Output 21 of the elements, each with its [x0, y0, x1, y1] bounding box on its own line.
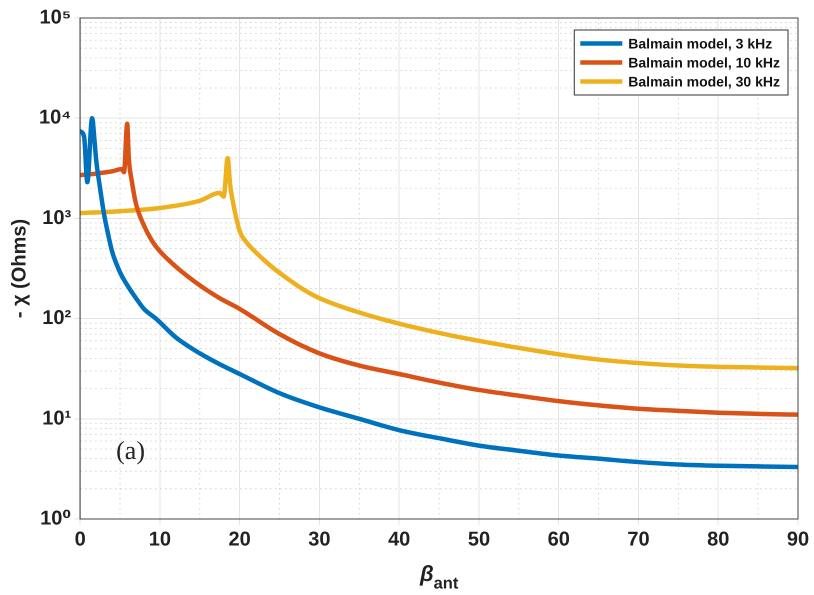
y-tick-label: 10¹ [42, 407, 72, 430]
y-tick-label: 10⁵ [40, 6, 72, 29]
y-tick-label: 10³ [42, 206, 72, 229]
x-tick-label: 40 [388, 528, 410, 551]
x-tick-label: 70 [627, 528, 650, 551]
y-tick-label: 10⁴ [39, 106, 72, 129]
x-tick-label: 50 [468, 528, 490, 551]
annotation: (a) [116, 436, 145, 465]
legend-label: Balmain model, 30 kHz [628, 73, 780, 90]
x-tick-label: 80 [707, 528, 730, 551]
x-tick-label: 0 [74, 528, 86, 551]
x-tick-label: 30 [308, 528, 331, 551]
x-tick-label: 60 [548, 528, 570, 551]
x-tick-label: 10 [148, 528, 172, 551]
legend-label: Balmain model, 10 kHz [628, 54, 780, 70]
x-tick-label: 90 [786, 528, 810, 551]
y-tick-label: 10² [42, 307, 72, 330]
y-tick-label: 10⁰ [40, 508, 72, 530]
y-axis-title: - χ (Ohms) [8, 218, 31, 318]
x-tick-label: 20 [228, 528, 251, 551]
legend-label: Balmain model, 3 kHz [628, 35, 772, 52]
